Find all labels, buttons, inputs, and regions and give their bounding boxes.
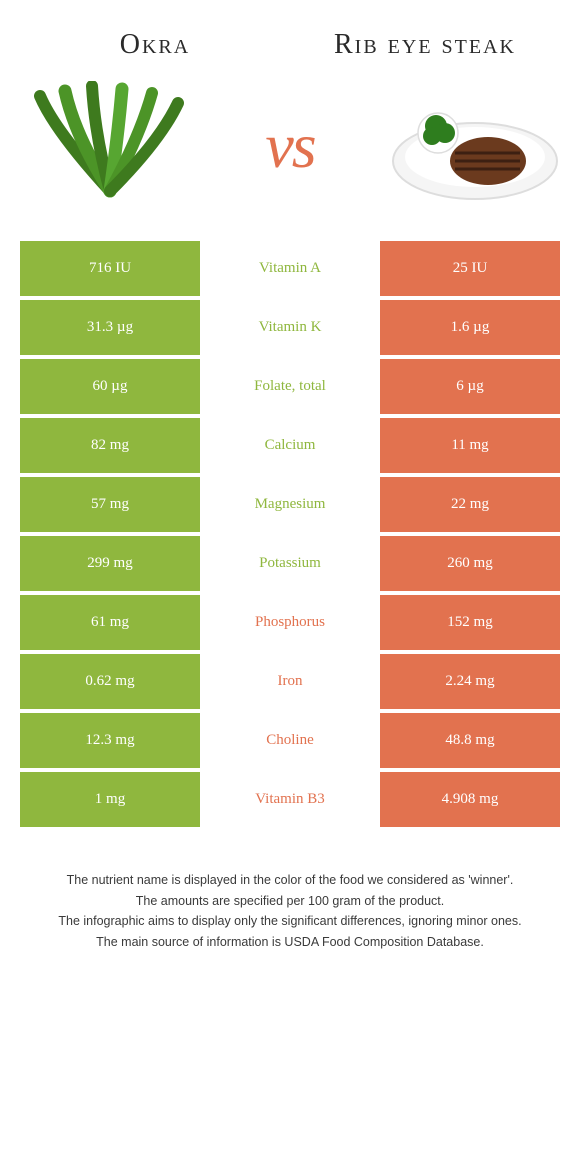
- table-row: 299 mgPotassium260 mg: [20, 536, 560, 591]
- value-right: 260 mg: [380, 536, 560, 591]
- nutrient-name: Folate, total: [200, 359, 380, 414]
- value-left: 60 µg: [20, 359, 200, 414]
- nutrient-name: Magnesium: [200, 477, 380, 532]
- value-right: 1.6 µg: [380, 300, 560, 355]
- nutrient-name: Calcium: [200, 418, 380, 473]
- value-left: 12.3 mg: [20, 713, 200, 768]
- images-row: vs: [0, 71, 580, 241]
- value-right: 6 µg: [380, 359, 560, 414]
- footnote-line: The amounts are specified per 100 gram o…: [30, 892, 550, 911]
- comparison-table: 716 IUVitamin A25 IU31.3 µgVitamin K1.6 …: [0, 241, 580, 827]
- value-right: 22 mg: [380, 477, 560, 532]
- title-right: Rib eye steak: [325, 30, 525, 61]
- value-left: 0.62 mg: [20, 654, 200, 709]
- nutrient-name: Phosphorus: [200, 595, 380, 650]
- table-row: 716 IUVitamin A25 IU: [20, 241, 560, 296]
- nutrient-name: Vitamin B3: [200, 772, 380, 827]
- value-right: 25 IU: [380, 241, 560, 296]
- nutrient-name: Potassium: [200, 536, 380, 591]
- value-left: 1 mg: [20, 772, 200, 827]
- value-left: 31.3 µg: [20, 300, 200, 355]
- value-right: 11 mg: [380, 418, 560, 473]
- value-left: 61 mg: [20, 595, 200, 650]
- value-right: 48.8 mg: [380, 713, 560, 768]
- table-row: 12.3 mgCholine48.8 mg: [20, 713, 560, 768]
- nutrient-name: Iron: [200, 654, 380, 709]
- value-left: 57 mg: [20, 477, 200, 532]
- value-left: 82 mg: [20, 418, 200, 473]
- food-image-left: [20, 81, 200, 211]
- nutrient-name: Choline: [200, 713, 380, 768]
- vs-label: vs: [265, 109, 314, 183]
- table-row: 82 mgCalcium11 mg: [20, 418, 560, 473]
- value-right: 2.24 mg: [380, 654, 560, 709]
- table-row: 31.3 µgVitamin K1.6 µg: [20, 300, 560, 355]
- table-row: 57 mgMagnesium22 mg: [20, 477, 560, 532]
- nutrient-name: Vitamin K: [200, 300, 380, 355]
- title-left: Okra: [55, 30, 255, 61]
- table-row: 0.62 mgIron2.24 mg: [20, 654, 560, 709]
- value-right: 152 mg: [380, 595, 560, 650]
- value-left: 299 mg: [20, 536, 200, 591]
- food-image-right: [380, 81, 560, 211]
- table-row: 61 mgPhosphorus152 mg: [20, 595, 560, 650]
- footnote-line: The main source of information is USDA F…: [30, 933, 550, 952]
- footnote-line: The nutrient name is displayed in the co…: [30, 871, 550, 890]
- nutrient-name: Vitamin A: [200, 241, 380, 296]
- header: Okra Rib eye steak: [0, 0, 580, 71]
- footnote-line: The infographic aims to display only the…: [30, 912, 550, 931]
- value-right: 4.908 mg: [380, 772, 560, 827]
- value-left: 716 IU: [20, 241, 200, 296]
- table-row: 60 µgFolate, total6 µg: [20, 359, 560, 414]
- footnotes: The nutrient name is displayed in the co…: [0, 831, 580, 974]
- table-row: 1 mgVitamin B34.908 mg: [20, 772, 560, 827]
